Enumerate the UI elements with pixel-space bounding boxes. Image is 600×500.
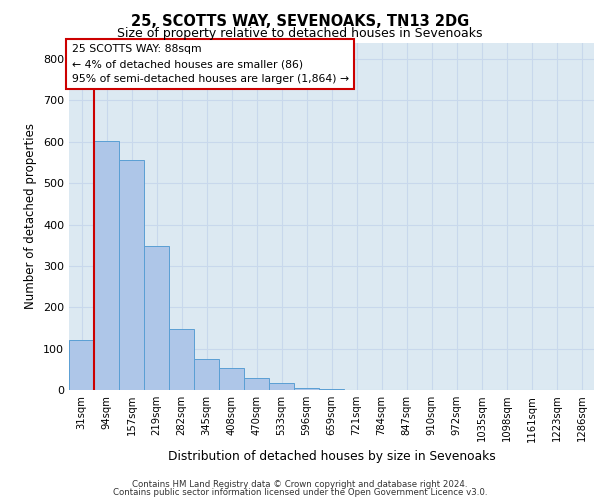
Y-axis label: Number of detached properties: Number of detached properties bbox=[25, 123, 37, 309]
Bar bbox=[219, 368, 244, 390]
Text: 25, SCOTTS WAY, SEVENOAKS, TN13 2DG: 25, SCOTTS WAY, SEVENOAKS, TN13 2DG bbox=[131, 14, 469, 29]
X-axis label: Distribution of detached houses by size in Sevenoaks: Distribution of detached houses by size … bbox=[167, 450, 496, 463]
Bar bbox=[244, 378, 269, 390]
Text: Size of property relative to detached houses in Sevenoaks: Size of property relative to detached ho… bbox=[117, 28, 483, 40]
Bar bbox=[269, 382, 294, 390]
Bar bbox=[94, 140, 119, 390]
Text: 25 SCOTTS WAY: 88sqm
← 4% of detached houses are smaller (86)
95% of semi-detach: 25 SCOTTS WAY: 88sqm ← 4% of detached ho… bbox=[71, 44, 349, 84]
Bar bbox=[319, 389, 344, 390]
Text: Contains public sector information licensed under the Open Government Licence v3: Contains public sector information licen… bbox=[113, 488, 487, 497]
Bar bbox=[194, 359, 219, 390]
Bar bbox=[169, 329, 194, 390]
Bar bbox=[144, 246, 169, 390]
Text: Contains HM Land Registry data © Crown copyright and database right 2024.: Contains HM Land Registry data © Crown c… bbox=[132, 480, 468, 489]
Bar bbox=[119, 160, 144, 390]
Bar bbox=[294, 388, 319, 390]
Bar bbox=[69, 340, 94, 390]
